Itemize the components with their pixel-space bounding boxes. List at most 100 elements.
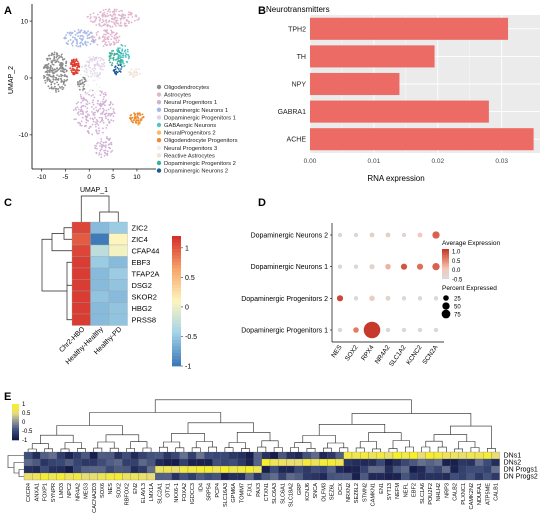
umap-point: [113, 54, 115, 57]
heatmap-scale-tick-label: 0: [185, 304, 189, 311]
umap-point: [98, 116, 101, 119]
umap-point: [99, 73, 101, 76]
heatmap2-column-label: MEG3: [84, 483, 90, 499]
umap-legend-swatch: [156, 100, 162, 105]
umap-x-tick-label: -5: [62, 174, 68, 181]
bar-x-tick-label: 0.00: [304, 158, 317, 165]
umap-point: [88, 37, 90, 39]
umap-point: [88, 61, 91, 64]
umap-point: [80, 120, 83, 123]
heatmap2-cell: [187, 472, 197, 481]
umap-point: [112, 120, 115, 122]
umap-point: [115, 59, 117, 61]
heatmap2-column-label: SLC1A6: [420, 483, 426, 504]
umap-point: [85, 70, 88, 72]
umap-point: [52, 72, 54, 75]
umap-point: [135, 119, 138, 122]
heatmap2-cell: [384, 458, 394, 467]
umap-point: [48, 87, 51, 90]
heatmap2-cell: [48, 472, 57, 481]
heatmap2-cell: [417, 465, 426, 474]
bar-npy: [310, 72, 400, 96]
heatmap-scale-step: [172, 245, 181, 250]
heatmap-scale-step: [172, 281, 181, 286]
umap-point: [102, 59, 105, 62]
heatmap2-column-label: SLC6A1: [280, 483, 286, 504]
umap-point: [130, 72, 133, 75]
umap-point: [50, 87, 53, 89]
umap-point: [93, 114, 96, 116]
heatmap2-column-label: SYNPR: [51, 483, 57, 502]
heatmap2-cell: [392, 451, 402, 460]
umap-point: [102, 107, 104, 110]
umap-point: [136, 116, 139, 119]
heatmap2-cell: [310, 451, 320, 460]
umap-point: [137, 121, 140, 124]
dot-column-label: NES: [330, 344, 344, 360]
umap-point: [97, 100, 99, 102]
umap-point: [91, 117, 94, 120]
umap-point: [129, 72, 132, 74]
dot-expr-scale-step: [442, 262, 449, 265]
umap-point: [95, 125, 97, 128]
umap-point: [56, 55, 58, 58]
umap-point: [53, 51, 56, 54]
umap-point: [60, 75, 63, 78]
umap-point: [85, 125, 87, 127]
heatmap2-column-label: NEFM: [395, 483, 401, 499]
umap-point: [98, 129, 101, 132]
umap-point: [106, 136, 108, 138]
heatmap2-cell: [81, 458, 90, 467]
umap-point: [109, 107, 112, 109]
umap-point: [113, 10, 116, 13]
heatmap-cell: [71, 267, 91, 280]
umap-point: [101, 65, 103, 68]
umap-point: [120, 66, 123, 68]
bar-category-label: ACHE: [287, 137, 307, 144]
dot-expr-tick-label: 0.5: [452, 259, 461, 265]
heatmap2-cell: [425, 472, 435, 481]
dot-point: [401, 232, 407, 238]
heatmap2-cell: [105, 465, 115, 474]
umap-point: [48, 80, 51, 83]
heatmap2-cell: [392, 458, 402, 467]
umap-point: [100, 156, 103, 159]
umap-point: [88, 114, 91, 117]
umap-point: [119, 59, 122, 61]
heatmap2-scale-step: [12, 411, 19, 414]
umap-point: [88, 56, 91, 59]
heatmap-scale-step: [172, 359, 181, 364]
heatmap2-cell: [48, 458, 57, 467]
umap-point: [111, 35, 113, 38]
umap-point: [103, 109, 105, 111]
umap-point: [79, 124, 82, 127]
umap-point: [87, 65, 90, 68]
umap-point: [113, 43, 115, 46]
umap-point: [81, 99, 84, 102]
umap-point: [87, 75, 90, 78]
umap-point: [139, 113, 142, 116]
umap-point: [88, 60, 91, 63]
umap-point: [123, 24, 126, 26]
heatmap2-cell: [360, 465, 369, 474]
umap-legend-label: Dopaminergic Progenitors 2: [164, 161, 236, 167]
heatmap2-cell: [409, 451, 418, 460]
dot-expr-tick-label: 1.0: [452, 249, 461, 255]
heatmap2-column-label: SLC18A2: [289, 483, 295, 507]
umap-point: [103, 29, 105, 32]
dot-pct-tick-label: 75: [454, 313, 461, 319]
heatmap-scale-tick-label: -0.5: [185, 334, 197, 341]
dot-expr-scale-step: [442, 277, 449, 280]
umap-point: [117, 22, 120, 25]
heatmap2-cell: [376, 472, 385, 481]
dot-expr-scale-step: [442, 256, 449, 259]
heatmap2-cell: [302, 458, 312, 467]
umap-point: [117, 13, 120, 16]
heatmap2-cell: [474, 451, 484, 460]
umap-point: [55, 89, 57, 92]
umap-point: [79, 31, 81, 34]
heatmap-scale-step: [172, 275, 181, 279]
umap-point: [60, 79, 63, 81]
umap-point: [77, 101, 80, 104]
